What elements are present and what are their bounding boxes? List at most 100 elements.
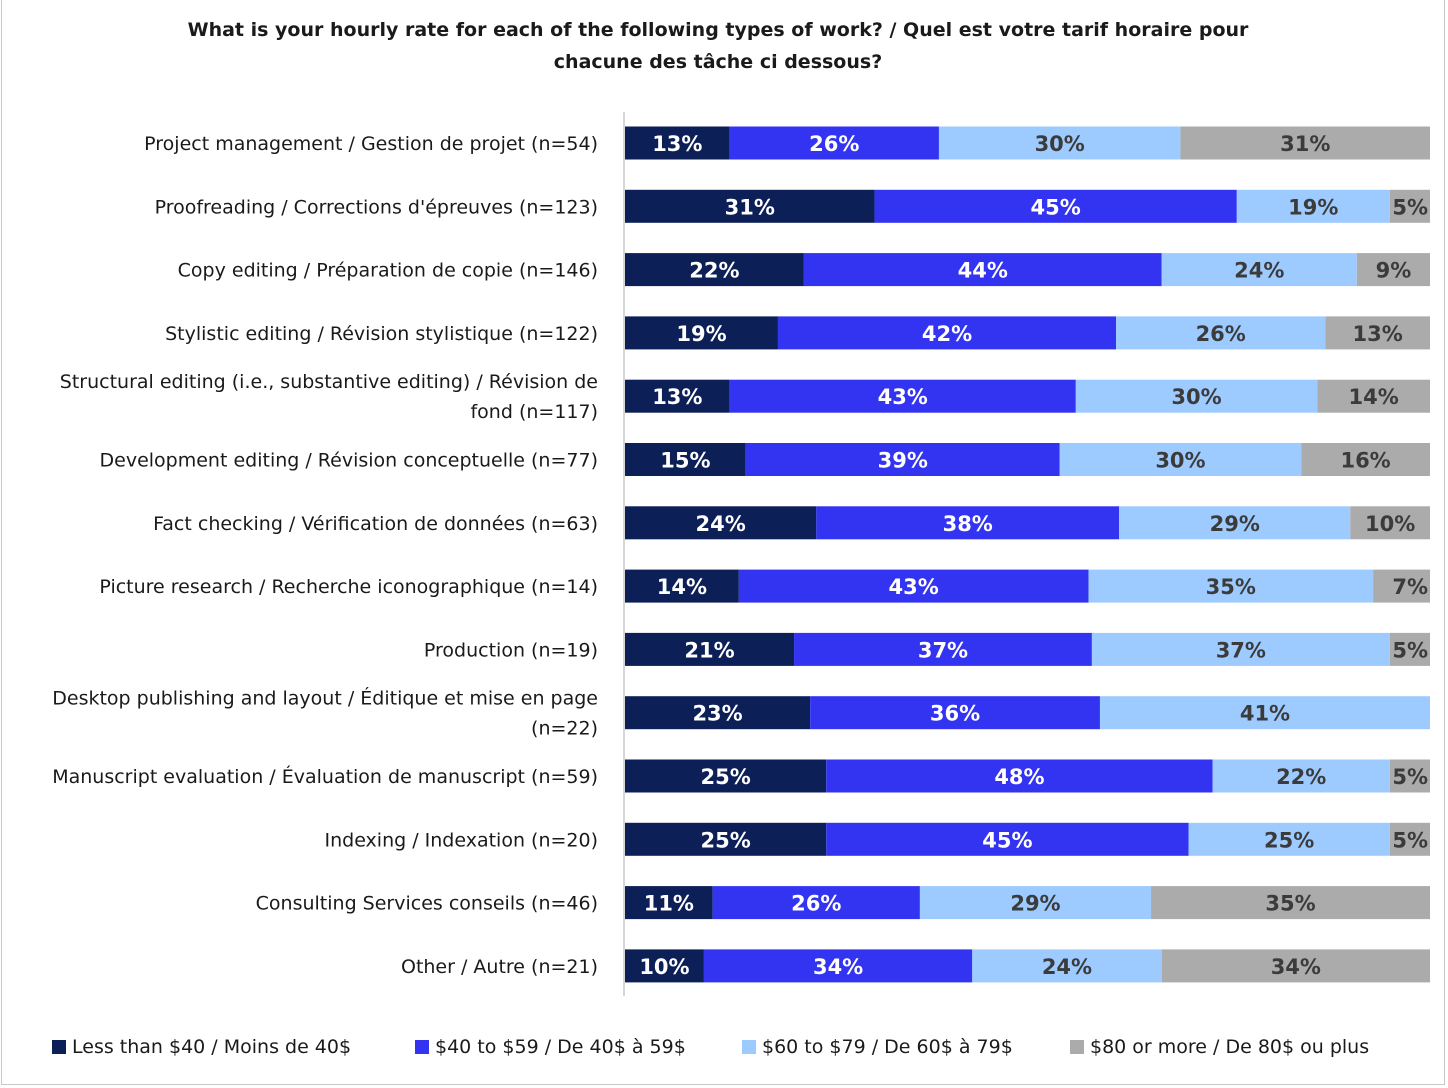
category-label: Indexing / Indexation (n=20): [324, 829, 598, 851]
bar-segment: [1151, 886, 1430, 920]
bar-segment: [1317, 379, 1430, 413]
legend-label: $40 to $59 / De 40$ à 59$: [435, 1036, 686, 1058]
bar-segment: [816, 506, 1120, 540]
data-label: 36%: [930, 702, 980, 726]
data-label: 22%: [689, 259, 739, 283]
bar-segment: [1091, 632, 1390, 666]
data-label: 14%: [657, 575, 707, 599]
data-label: 31%: [1280, 132, 1330, 156]
data-label: 39%: [878, 449, 928, 473]
category-label: Manuscript evaluation / Évaluation de ma…: [52, 765, 598, 788]
bar-segment: [1188, 822, 1390, 856]
bar-segment: [625, 126, 730, 160]
bar-segment: [1325, 316, 1430, 350]
bar-segment: [1119, 506, 1351, 540]
data-label: 34%: [813, 955, 863, 979]
data-label: 25%: [700, 828, 750, 852]
legend-item: Less than $40 / Moins de 40$: [52, 1036, 351, 1058]
bar-segment: [1389, 759, 1430, 793]
bar-segment: [919, 886, 1152, 920]
chart-title-line-1: What is your hourly rate for each of the…: [187, 19, 1249, 41]
bar-segment: [703, 949, 973, 983]
bar-segment: [1212, 759, 1390, 793]
data-label: 44%: [958, 259, 1008, 283]
category-label: Production (n=19): [424, 639, 598, 661]
bar-segment: [1116, 316, 1326, 350]
bar-segment: [745, 443, 1060, 476]
data-label: 7%: [1392, 575, 1428, 599]
legend-swatch: [52, 1040, 66, 1054]
data-label: 13%: [652, 132, 702, 156]
category-label: Copy editing / Préparation de copie (n=1…: [178, 260, 598, 282]
bar-segment: [729, 126, 939, 160]
data-label: 14%: [1349, 385, 1399, 409]
data-label: 42%: [922, 322, 972, 346]
bar-segment: [625, 822, 827, 856]
data-label: 35%: [1265, 892, 1315, 916]
data-label: 30%: [1035, 132, 1085, 156]
legend-item: $40 to $59 / De 40$ à 59$: [415, 1036, 686, 1058]
category-label: Development editing / Révision conceptue…: [100, 450, 598, 472]
category-label: Fact checking / Vérification de données …: [153, 513, 598, 535]
bar-segment: [1059, 443, 1302, 476]
bar-segment: [1389, 822, 1430, 856]
bar-segment: [625, 569, 739, 603]
legend-label: Less than $40 / Moins de 40$: [72, 1036, 352, 1058]
category-label: Other / Autre (n=21): [401, 956, 598, 978]
data-label: 37%: [1216, 638, 1266, 662]
data-label: 25%: [1264, 828, 1314, 852]
bar-segment: [625, 759, 827, 793]
bar-segment: [625, 253, 804, 287]
category-label: Proofreading / Corrections d'épreuves (n…: [155, 196, 598, 218]
bar-segment: [803, 253, 1162, 287]
bar-segment: [738, 569, 1089, 603]
bar-segment: [1373, 569, 1430, 603]
data-label: 29%: [1010, 892, 1060, 916]
data-label: 31%: [725, 195, 775, 219]
bar-segment: [1180, 126, 1430, 160]
data-label: 24%: [1042, 955, 1092, 979]
chart-title-line-2: chacune des tâche ci dessous?: [553, 51, 883, 73]
data-label: 22%: [1276, 765, 1326, 789]
bar-segment: [1099, 696, 1430, 730]
bar-segment: [826, 822, 1189, 856]
data-label: 37%: [918, 638, 968, 662]
bar-segment: [1236, 189, 1390, 223]
bar-segment: [1075, 379, 1318, 413]
data-label: 15%: [660, 449, 710, 473]
data-label: 45%: [1031, 195, 1081, 219]
bar-segment: [625, 949, 704, 983]
data-label: 11%: [644, 892, 694, 916]
data-label: 5%: [1392, 638, 1428, 662]
bar-segment: [1088, 569, 1374, 603]
legend-item: $80 or more / De 80$ ou plus: [1070, 1036, 1369, 1058]
data-label: 10%: [639, 955, 689, 979]
bar-segment: [972, 949, 1162, 983]
bar-segment: [712, 886, 920, 920]
bar-segment: [794, 632, 1092, 666]
data-label: 34%: [1271, 955, 1321, 979]
data-label: 24%: [696, 512, 746, 536]
data-label: 23%: [692, 702, 742, 726]
data-label: 35%: [1206, 575, 1256, 599]
bar-segment: [625, 189, 875, 223]
category-label: Project management / Gestion de projet (…: [144, 133, 598, 155]
bar-segment: [625, 696, 811, 730]
data-label: 10%: [1365, 512, 1415, 536]
data-label: 38%: [943, 512, 993, 536]
data-label: 29%: [1210, 512, 1260, 536]
data-label: 21%: [684, 638, 734, 662]
data-label: 30%: [1171, 385, 1221, 409]
category-label: Stylistic editing / Révision stylistique…: [165, 323, 598, 345]
bar-segment: [938, 126, 1181, 160]
legend: Less than $40 / Moins de 40$ $40 to $59 /…: [0, 1036, 1448, 1064]
legend-swatch: [1070, 1040, 1084, 1054]
bar-segment: [1161, 253, 1357, 287]
bar-segment: [625, 379, 730, 413]
data-label: 26%: [809, 132, 859, 156]
data-label: 9%: [1376, 259, 1412, 283]
data-label: 25%: [700, 765, 750, 789]
data-label: 48%: [994, 765, 1044, 789]
data-label: 26%: [1196, 322, 1246, 346]
